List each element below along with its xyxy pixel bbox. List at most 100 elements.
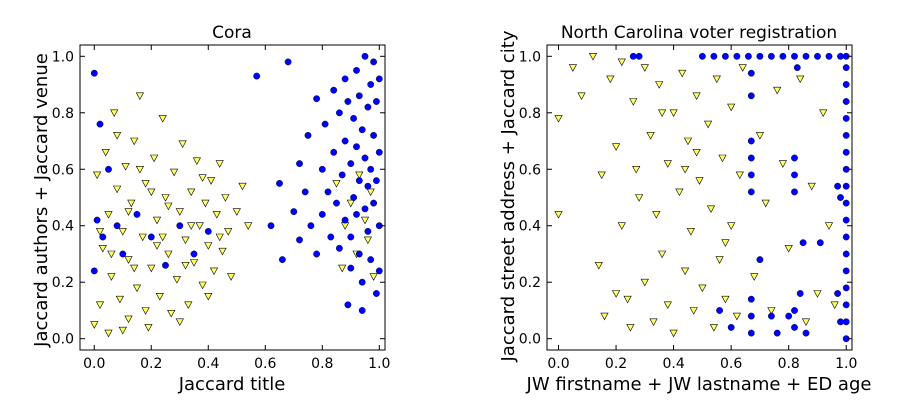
cora-nonmatch-point: [363, 236, 373, 245]
cora-match-point: [361, 52, 369, 60]
nc-match-point: [791, 307, 798, 314]
nc-match-point: [814, 52, 821, 60]
cora-nonmatch-point: [201, 199, 210, 208]
nc-match-point: [747, 312, 755, 320]
cora-ytick-label: 0.2: [52, 275, 74, 291]
cora-match-point: [358, 307, 366, 314]
cora-match-point: [176, 222, 184, 230]
nc-ytick-label: 0.6: [519, 162, 541, 178]
cora-match-point: [333, 199, 340, 207]
cora-match-point: [353, 143, 360, 151]
nc-match-point: [837, 194, 844, 201]
cora-match-point: [370, 199, 377, 207]
cora-match-point: [324, 188, 332, 196]
nc-match-point: [791, 154, 798, 162]
cora-match-point: [347, 264, 355, 272]
cora-xtick-label: 0.2: [140, 356, 162, 372]
nc-nonmatch-point: [755, 132, 765, 140]
nc-nonmatch-point: [715, 256, 724, 264]
cora-match-point: [318, 165, 326, 173]
cora-nonmatch-point: [98, 245, 107, 253]
nc-match-point: [842, 131, 850, 139]
nc-match-point: [773, 329, 781, 337]
nc-nonmatch-point: [678, 69, 687, 78]
nc-nonmatch-point: [611, 290, 621, 298]
cora-nonmatch-point: [198, 281, 207, 290]
cora-match-point: [341, 216, 349, 224]
cora-match-point: [335, 109, 343, 117]
cora-match-point: [350, 194, 357, 201]
cora-nonmatch-point: [141, 180, 150, 188]
nc-title: North Carolina voter registration: [561, 23, 837, 43]
nc-match-point: [816, 239, 824, 247]
nc-nonmatch-point: [554, 115, 563, 123]
cora-nonmatch-point: [187, 188, 196, 197]
cora-match-point: [341, 75, 349, 83]
nc-nonmatch-point: [727, 103, 736, 112]
cora-match-point: [105, 165, 112, 173]
nc-nonmatch-point: [680, 267, 690, 276]
nc-match-point: [747, 171, 755, 179]
nc-nonmatch-point: [750, 273, 759, 281]
cora-nonmatch-point: [355, 171, 364, 180]
nc-nonmatch-point: [735, 171, 744, 180]
nc-nonmatch-point: [680, 166, 690, 174]
cora-nonmatch-point: [175, 318, 184, 327]
nc-xtick-label: 0.4: [662, 356, 684, 372]
cora-match-point: [290, 208, 298, 216]
nc-nonmatch-point: [634, 194, 644, 202]
cora-nonmatch-point: [366, 188, 375, 197]
nc-match-point: [747, 92, 755, 100]
cora-match-point: [296, 236, 303, 244]
nc-match-point: [747, 188, 755, 196]
cora-nonmatch-point: [187, 222, 196, 230]
cora-nonmatch-point: [149, 154, 159, 163]
cora-nonmatch-point: [181, 236, 190, 245]
nc-match-point: [842, 148, 850, 156]
cora-match-point: [344, 301, 352, 309]
nc-nonmatch-point: [824, 222, 834, 230]
cora-match-point: [372, 290, 380, 297]
nc-match-point: [842, 267, 850, 275]
nc-match-point: [802, 329, 810, 337]
cora-match-point: [364, 227, 372, 235]
cora-match-point: [296, 160, 303, 168]
cora-nonmatch-point: [218, 247, 227, 256]
cora-nonmatch-point: [175, 208, 184, 216]
nc-match-point: [842, 250, 850, 258]
cora-match-point: [119, 250, 127, 258]
cora-nonmatch-point: [158, 115, 167, 123]
nc-match-point: [796, 290, 804, 297]
cora-nonmatch-point: [118, 228, 127, 236]
nc-nonmatch-point: [767, 307, 776, 315]
cora-nonmatch-point: [135, 92, 145, 101]
cora-match-point: [347, 233, 355, 241]
nc-xtick-label: 0.0: [547, 356, 569, 372]
cora-match-point: [358, 278, 366, 286]
cora-match-point: [375, 75, 383, 83]
nc-match-point: [837, 318, 844, 326]
cora-nonmatch-point: [104, 211, 113, 219]
cora-nonmatch-point: [127, 199, 136, 208]
cora-match-point: [318, 210, 326, 218]
cora-nonmatch-point: [92, 171, 102, 180]
nc-nonmatch-point: [709, 324, 719, 332]
nc-nonmatch-point: [611, 143, 621, 151]
nc-nonmatch-point: [796, 75, 805, 84]
cora-match-point: [190, 250, 198, 258]
nc-xlabel: JW firstname + JW lastname + ED age: [526, 374, 872, 395]
nc-nonmatch-point: [577, 92, 586, 101]
cora-match-point: [370, 58, 377, 66]
nc-nonmatch-point: [778, 160, 788, 168]
cora-nonmatch-point: [110, 109, 119, 118]
cora-nonmatch-point: [138, 233, 147, 242]
cora-nonmatch-point: [161, 194, 170, 202]
nc-nonmatch-point: [588, 52, 598, 61]
cora-nonmatch-point: [152, 242, 162, 250]
nc-nonmatch-point: [727, 222, 736, 230]
cora-nonmatch-point: [215, 233, 224, 242]
cora-match-point: [90, 69, 98, 77]
cora-match-point: [361, 154, 369, 162]
cora-nonmatch-point: [340, 222, 350, 230]
